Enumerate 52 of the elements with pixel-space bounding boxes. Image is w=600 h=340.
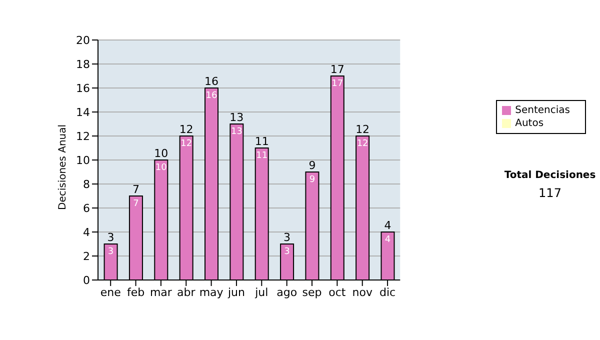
- total-label: 7: [132, 183, 140, 196]
- legend-label: Autos: [515, 118, 544, 129]
- x-tick-label: feb: [126, 286, 145, 299]
- x-tick-label: may: [199, 286, 224, 299]
- total-label: 17: [330, 63, 344, 76]
- text: Total Decisiones: [503, 170, 597, 181]
- x-tick-label: mar: [150, 286, 172, 299]
- y-tick-label: 8: [83, 178, 90, 191]
- y-tick-label: 12: [76, 130, 90, 143]
- data-label: 9: [309, 175, 316, 185]
- y-tick-label: 0: [83, 274, 90, 287]
- total-label: 12: [356, 123, 370, 136]
- x-tick-label: jun: [226, 286, 245, 299]
- x-tick-label: ene: [100, 286, 122, 299]
- legend-label: Sentencias: [515, 105, 570, 116]
- x-tick-label: ago: [276, 286, 298, 299]
- data-label: 17: [332, 79, 344, 89]
- y-tick-label: 16: [76, 82, 90, 95]
- data-label: 11: [256, 151, 268, 161]
- x-tick-label: nov: [352, 286, 373, 299]
- y-tick-label: 14: [76, 106, 90, 119]
- x-tick-label: jul: [254, 286, 268, 299]
- text: 117: [538, 186, 562, 200]
- x-tick-label: sep: [302, 286, 322, 299]
- data-label: 12: [180, 139, 192, 149]
- data-label: 7: [133, 199, 139, 209]
- y-axis-title: Decisiones Anual: [58, 124, 69, 210]
- data-label: 3: [284, 247, 290, 257]
- data-label: 13: [230, 127, 242, 137]
- total-label: 3: [284, 231, 291, 244]
- total-label: 16: [204, 75, 219, 88]
- y-tick-label: 18: [76, 58, 90, 71]
- total-label: 10: [154, 147, 168, 160]
- total-label: 13: [230, 111, 244, 124]
- data-label: 3: [108, 247, 114, 257]
- total-label: 11: [254, 135, 269, 148]
- data-label: 16: [206, 91, 218, 101]
- y-tick-label: 2: [83, 250, 90, 263]
- x-tick-label: dic: [379, 286, 396, 299]
- y-tick-label: 10: [76, 154, 90, 167]
- y-tick-label: 4: [83, 226, 90, 239]
- total-label: 4: [384, 219, 392, 232]
- total-label: 12: [179, 123, 194, 136]
- y-tick-label: 20: [76, 34, 90, 47]
- x-tick-label: oct: [328, 286, 346, 299]
- x-tick-label: abr: [176, 286, 196, 299]
- data-label: 10: [155, 163, 168, 173]
- total-label: 9: [308, 159, 316, 172]
- y-tick-label: 6: [83, 202, 90, 215]
- data-label: 12: [356, 139, 368, 149]
- data-label: 4: [384, 235, 391, 245]
- total-label: 3: [107, 231, 114, 244]
